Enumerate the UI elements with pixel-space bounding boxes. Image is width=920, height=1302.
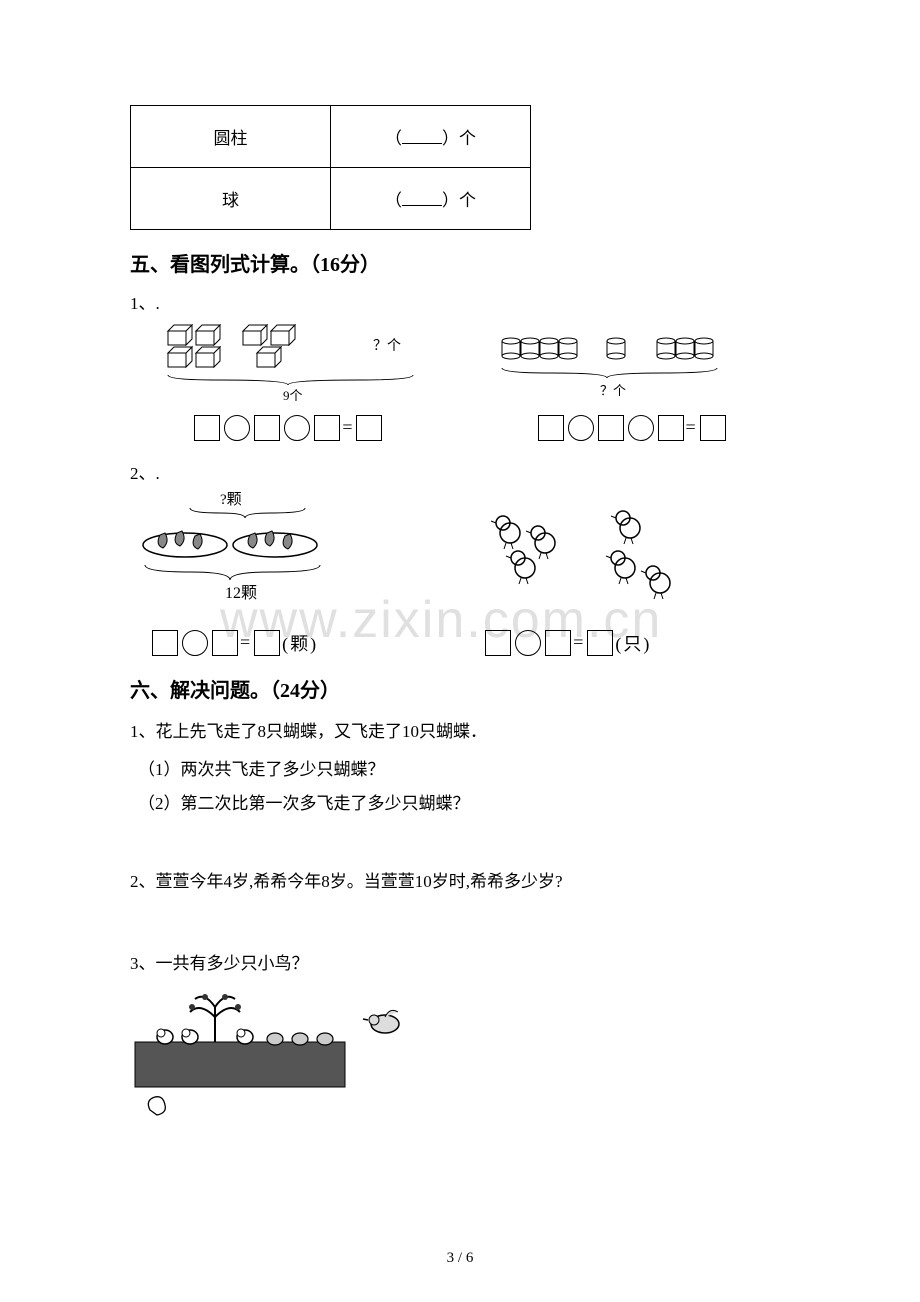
question-2: 2、萱萱今年4岁,希希今年8岁。当萱萱10岁时,希希多少岁?	[130, 865, 790, 899]
strawberry-svg: ?颗 12颗	[130, 490, 370, 615]
blank-line[interactable]	[402, 130, 442, 144]
paren-open: （	[385, 191, 402, 210]
item-1-label: 1、.	[130, 289, 790, 314]
qmark-label: ？个	[373, 338, 401, 354]
total-label: 9个	[283, 388, 303, 403]
question-1b: （2）第二次比第一次多飞走了多少只蝴蝶？	[138, 787, 790, 821]
equation-1-right: =	[473, 413, 790, 441]
cubes-svg: ？个 9个	[158, 320, 418, 405]
problem-1-left: ？个 9个 =	[130, 320, 447, 449]
problem-2-row: ?颗 12颗	[130, 490, 790, 664]
question-1a: （1）两次共飞走了多少只蝴蝶？	[138, 753, 790, 787]
shape-value-cell: （ ）个	[331, 168, 531, 230]
equation-box[interactable]	[254, 630, 280, 656]
equation-operator-circle[interactable]	[628, 415, 654, 441]
equation-box[interactable]	[356, 415, 382, 441]
cubes-figure: ？个 9个	[130, 320, 447, 405]
equation-operator-circle[interactable]	[224, 415, 250, 441]
strawberry-figure: ?颗 12颗	[130, 490, 447, 620]
equation-box[interactable]	[598, 415, 624, 441]
paren-close-unit: ）个	[442, 129, 476, 148]
equation-box[interactable]	[314, 415, 340, 441]
problem-1-right: ？个 =	[473, 320, 790, 449]
cylinders-figure: ？个	[473, 320, 790, 405]
equation-box[interactable]	[485, 630, 511, 656]
paren-open: （	[385, 129, 402, 148]
unit-label: (只)	[615, 630, 651, 656]
blank-line[interactable]	[402, 192, 442, 206]
shape-value-cell: （ ）个	[331, 106, 531, 168]
shape-count-table: 圆柱 （ ）个 球 （ ）个	[130, 105, 531, 230]
item-2-label: 2、.	[130, 459, 790, 484]
equation-box[interactable]	[700, 415, 726, 441]
equals-sign: =	[573, 632, 585, 653]
problem-2-right: = (只)	[473, 490, 790, 664]
equation-box[interactable]	[538, 415, 564, 441]
paren-close-unit: ）个	[442, 191, 476, 210]
equation-operator-circle[interactable]	[284, 415, 310, 441]
qmark-label: ？个	[600, 383, 626, 398]
table-row: 球 （ ）个	[131, 168, 531, 230]
chicks-figure	[473, 490, 790, 620]
equation-1-left: =	[130, 413, 447, 441]
equation-box[interactable]	[545, 630, 571, 656]
birds-figure	[130, 987, 420, 1122]
equation-box[interactable]	[194, 415, 220, 441]
equals-sign: =	[240, 632, 252, 653]
chicks-svg	[473, 490, 713, 615]
equation-operator-circle[interactable]	[568, 415, 594, 441]
birds-svg	[130, 987, 420, 1122]
total-label: 12颗	[225, 584, 257, 602]
equation-2-right: = (只)	[473, 628, 790, 656]
equation-operator-circle[interactable]	[515, 630, 541, 656]
equation-box[interactable]	[658, 415, 684, 441]
cylinders-svg: ？个	[492, 320, 772, 405]
page-content: 圆柱 （ ）个 球 （ ）个 五、看图列式计算。（16分） 1、.	[130, 105, 790, 1122]
page-number: 3 / 6	[0, 1250, 920, 1267]
equals-sign: =	[342, 417, 354, 438]
section-5-heading: 五、看图列式计算。（16分）	[130, 248, 790, 277]
shape-label-cell: 球	[131, 168, 331, 230]
problem-1-row: ？个 9个 =	[130, 320, 790, 449]
equation-box[interactable]	[254, 415, 280, 441]
shape-label-cell: 圆柱	[131, 106, 331, 168]
problem-2-left: ?颗 12颗	[130, 490, 447, 664]
equation-operator-circle[interactable]	[182, 630, 208, 656]
equation-box[interactable]	[212, 630, 238, 656]
question-3: 3、一共有多少只小鸟？	[130, 947, 790, 981]
section-6-heading: 六、解决问题。（24分）	[130, 674, 790, 703]
table-row: 圆柱 （ ）个	[131, 106, 531, 168]
equation-box[interactable]	[152, 630, 178, 656]
question-1: 1、花上先飞走了8只蝴蝶，又飞走了10只蝴蝶．	[130, 715, 790, 749]
equals-sign: =	[686, 417, 698, 438]
qmark-label: ?颗	[220, 492, 242, 508]
equation-2-left: = (颗)	[130, 628, 447, 656]
equation-box[interactable]	[587, 630, 613, 656]
unit-label: (颗)	[282, 630, 318, 656]
